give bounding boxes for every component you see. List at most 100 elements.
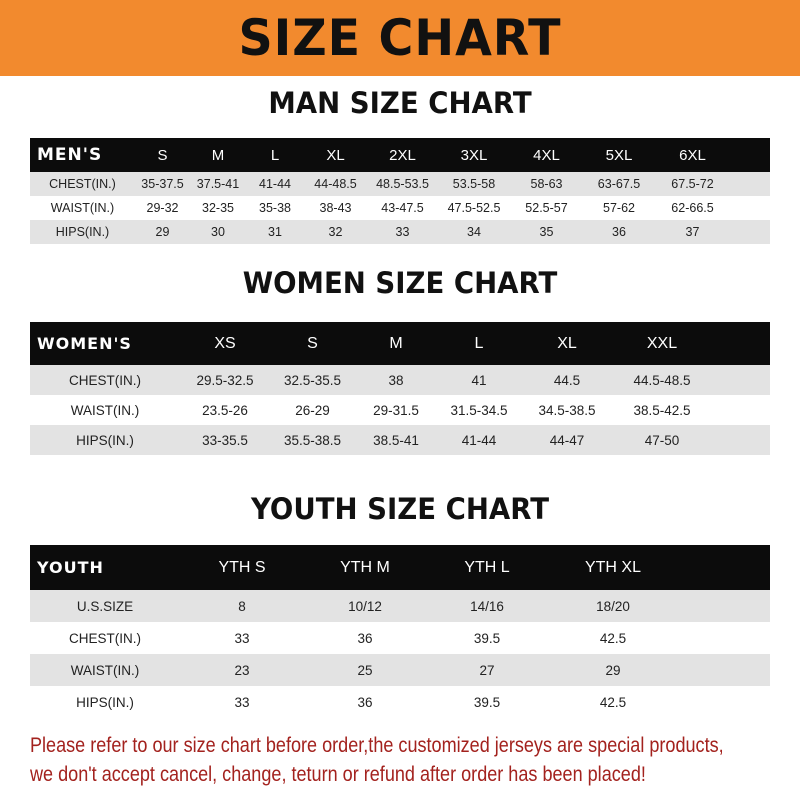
measurement-cell: 33: [367, 220, 438, 244]
table-row: HIPS(IN.) 29 30 31 32 33 34 35 36 37: [30, 220, 770, 244]
measurement-cell: 48.5-53.5: [367, 172, 438, 196]
women-size-table: WOMEN'S XS S M L XL XXL CHEST(IN.) 29.5-32.5 32.5…: [30, 322, 770, 455]
row-label: U.S.SIZE: [30, 590, 180, 622]
measurement-cell: 38.5-41: [355, 425, 437, 455]
row-filler: [678, 622, 770, 654]
row-label: CHEST(IN.): [69, 630, 141, 646]
measurement-cell: 29-31.5: [373, 402, 419, 418]
measurement-cell: 39.5: [473, 694, 501, 710]
table-row: CHEST(IN.) 35-37.5 37.5-41 41-44 44-48.5 48.5…: [30, 172, 770, 196]
row-filler: [730, 220, 770, 244]
size-header: XS: [180, 322, 270, 365]
measurement-cell: 41-44: [437, 425, 521, 455]
table-label: MEN'S: [30, 138, 135, 172]
measurement-cell: 25: [304, 654, 426, 686]
row-filler: [730, 196, 770, 220]
size-header: 5XL: [583, 138, 655, 172]
youth-heading: YOUTH SIZE CHART: [250, 492, 550, 526]
size-header: YTH S: [180, 545, 304, 590]
row-label: CHEST(IN.): [30, 172, 135, 196]
measurement-cell: 29: [548, 654, 678, 686]
measurement-cell: 36: [357, 694, 373, 710]
measurement-cell: 34: [438, 220, 510, 244]
notice-line-2: we don't accept cancel, change, teturn o…: [30, 763, 646, 786]
row-label: HIPS(IN.): [30, 425, 180, 455]
size-header: 6XL: [655, 138, 730, 172]
measurement-cell: 35: [510, 220, 583, 244]
table-row: HIPS(IN.) 33-35.5 35.5-38.5 38.5-41 41-44 44-…: [30, 425, 770, 455]
header-filler: [730, 138, 770, 172]
size-header: M: [190, 138, 246, 172]
header-filler: [711, 322, 770, 365]
measurement-cell: 35-38: [259, 201, 291, 215]
measurement-cell: 29-32: [146, 201, 179, 215]
measurement-cell: 58-63: [510, 172, 583, 196]
men-heading: MAN SIZE CHART: [268, 86, 532, 120]
size-header: YTH XL: [548, 545, 678, 590]
measurement-cell: 44-47: [521, 425, 613, 455]
measurement-cell: 31.5-34.5: [450, 402, 508, 418]
size-header: 2XL: [367, 138, 438, 172]
row-label: HIPS(IN.): [76, 694, 134, 710]
measurement-cell: 29.5-32.5: [180, 365, 270, 395]
measurement-cell: 43-47.5: [381, 201, 424, 215]
row-label: WAIST(IN.): [30, 654, 180, 686]
row-label: WAIST(IN.): [50, 201, 115, 215]
title-banner: SIZE CHART: [0, 0, 800, 76]
men-size-table: MEN'S S M L XL 2XL 3XL 4XL 5XL 6XL CHEST(IN.) 35-37…: [30, 138, 770, 244]
row-label: HIPS(IN.): [30, 220, 135, 244]
measurement-cell: 42.5: [599, 694, 627, 710]
measurement-cell: 41: [437, 365, 521, 395]
row-filler: [711, 365, 770, 395]
measurement-cell: 44-48.5: [304, 172, 367, 196]
row-filler: [711, 425, 770, 455]
measurement-cell: 18/20: [548, 590, 678, 622]
size-header: 3XL: [438, 138, 510, 172]
measurement-cell: 35-37.5: [135, 172, 190, 196]
measurement-cell: 14/16: [426, 590, 548, 622]
measurement-cell: 38: [355, 365, 437, 395]
women-heading: WOMEN SIZE CHART: [242, 266, 558, 300]
size-header: L: [437, 322, 521, 365]
notice-line-1: Please refer to our size chart before or…: [30, 734, 724, 757]
table-row: CHEST(IN.) 29.5-32.5 32.5-35.5 38 41 44.5 44.5…: [30, 365, 770, 395]
size-header: L: [246, 138, 304, 172]
measurement-cell: 23.5-26: [202, 402, 248, 418]
row-filler: [678, 686, 770, 718]
row-label: CHEST(IN.): [30, 365, 180, 395]
measurement-cell: 37.5-41: [190, 172, 246, 196]
row-filler: [678, 654, 770, 686]
measurement-cell: 29: [135, 220, 190, 244]
measurement-cell: 44.5: [521, 365, 613, 395]
measurement-cell: 47-50: [613, 425, 711, 455]
measurement-cell: 67.5-72: [655, 172, 730, 196]
table-row: WAIST(IN.) 23.5-26 26-29 29-31.5 31.5-34.5 34…: [30, 395, 770, 425]
size-header: M: [355, 322, 437, 365]
measurement-cell: 33: [234, 630, 250, 646]
measurement-cell: 32.5-35.5: [270, 365, 355, 395]
measurement-cell: 26-29: [295, 402, 330, 418]
measurement-cell: 42.5: [599, 630, 627, 646]
table-row: WAIST(IN.) 29-32 32-35 35-38 38-43 43-47.5 47.…: [30, 196, 770, 220]
table-row: HIPS(IN.) 33 36 39.5 42.5: [30, 686, 770, 718]
size-header: XL: [521, 322, 613, 365]
row-label: WAIST(IN.): [70, 402, 140, 418]
measurement-cell: 31: [246, 220, 304, 244]
size-header: YTH M: [304, 545, 426, 590]
measurement-cell: 62-66.5: [671, 201, 714, 215]
measurement-cell: 57-62: [603, 201, 635, 215]
row-filler: [711, 395, 770, 425]
measurement-cell: 47.5-52.5: [447, 201, 501, 215]
table-label: WOMEN'S: [30, 322, 180, 365]
size-header: S: [270, 322, 355, 365]
size-header: YTH L: [426, 545, 548, 590]
measurement-cell: 34.5-38.5: [538, 402, 596, 418]
measurement-cell: 8: [180, 590, 304, 622]
measurement-cell: 53.5-58: [438, 172, 510, 196]
measurement-cell: 63-67.5: [583, 172, 655, 196]
measurement-cell: 32: [304, 220, 367, 244]
table-row: WAIST(IN.) 23 25 27 29: [30, 654, 770, 686]
youth-size-table: YOUTH YTH S YTH M YTH L YTH XL U.S.SIZE 8 10/12…: [30, 545, 770, 718]
page-title: SIZE CHART: [238, 9, 562, 67]
header-row: YOUTH YTH S YTH M YTH L YTH XL: [30, 545, 770, 590]
